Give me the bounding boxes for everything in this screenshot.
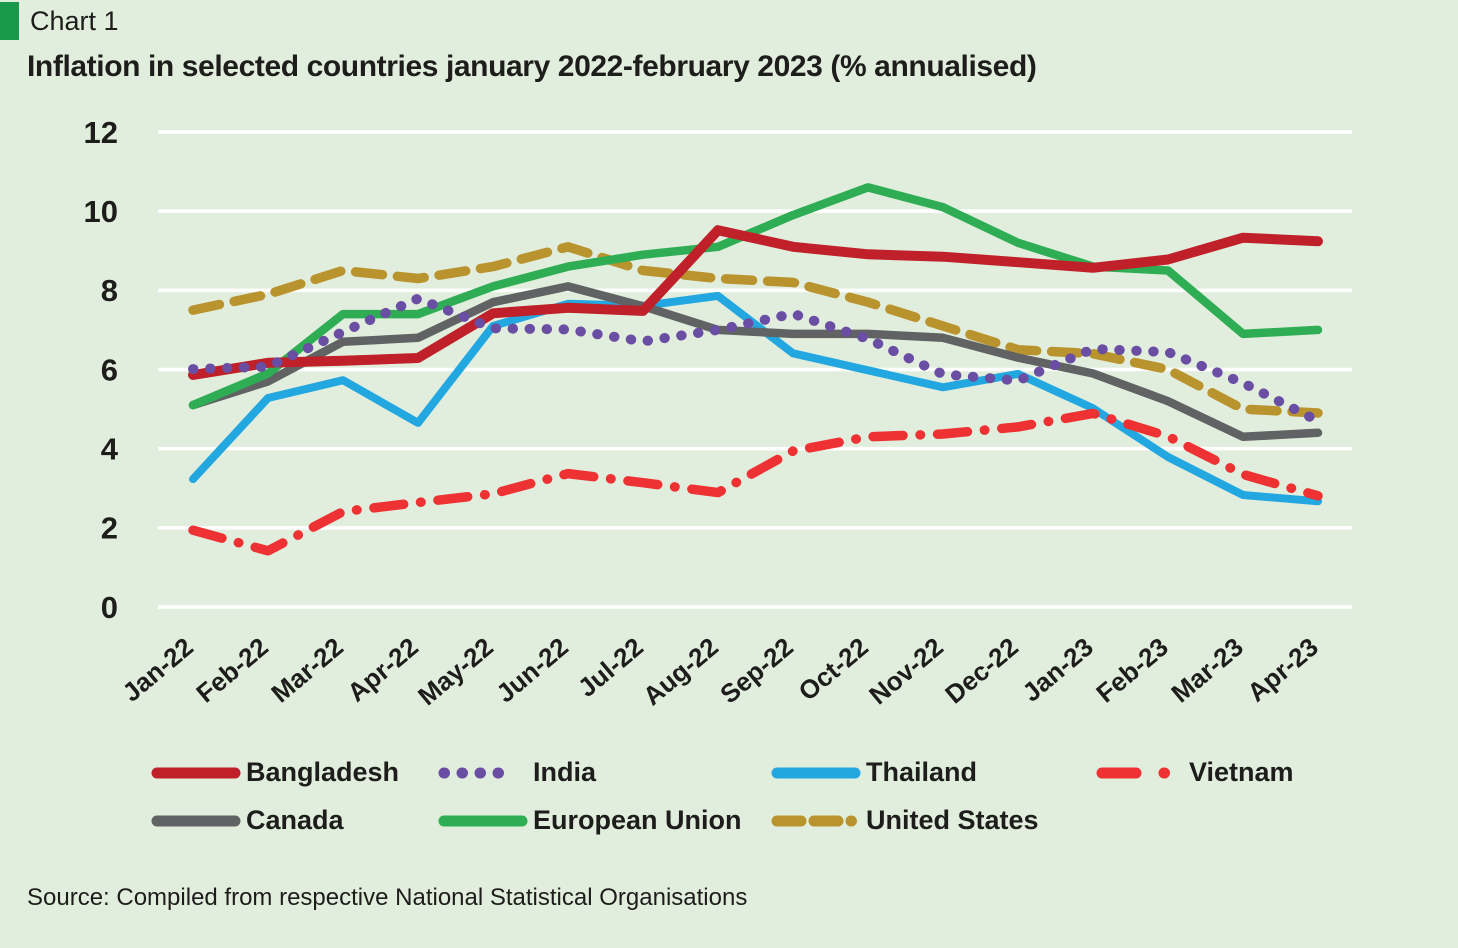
y-tick-label-4: 4 — [101, 432, 119, 467]
legend-swatch-india — [438, 767, 522, 778]
series-line-thailand — [189, 291, 1322, 506]
legend-item-european-union: European Union — [437, 805, 742, 836]
series-line-united-states — [188, 242, 1323, 418]
series-line-bangladesh — [188, 225, 1323, 380]
x-tick-label-Feb-22: Feb-22 — [190, 632, 273, 709]
legend-label-india: India — [533, 757, 597, 787]
source-note: Source: Compiled from respective Nationa… — [27, 884, 748, 911]
series-line-vietnam — [188, 408, 1323, 556]
legend-item-india: India — [437, 757, 596, 788]
legend-item-bangladesh: Bangladesh — [150, 757, 399, 788]
y-tick-label-10: 10 — [84, 194, 118, 229]
y-tick-label-6: 6 — [101, 352, 118, 387]
legend-item-thailand: Thailand — [770, 757, 977, 788]
legend-item-vietnam: Vietnam — [1093, 757, 1294, 788]
legend-swatch-bangladesh — [151, 767, 241, 778]
legend-label-bangladesh: Bangladesh — [246, 757, 400, 787]
legend-swatch-canada — [151, 815, 241, 826]
x-tick-label-Oct-22: Oct-22 — [793, 632, 874, 707]
chart-tag: Chart 1 — [0, 0, 119, 42]
x-tick-label-Jan-23: Jan-23 — [1016, 632, 1098, 708]
x-tick-label-Jun-22: Jun-22 — [490, 632, 573, 709]
x-tick-label-Apr-22: Apr-22 — [341, 632, 423, 708]
chart-title: Inflation in selected countries january … — [27, 50, 1037, 83]
x-tick-label-Mar-22: Mar-22 — [265, 632, 348, 709]
legend-label-european-union: European Union — [533, 805, 742, 835]
legend-label-vietnam: Vietnam — [1189, 757, 1294, 787]
series-line-canada — [188, 282, 1323, 442]
x-tick-label-Aug-22: Aug-22 — [637, 632, 724, 712]
x-tick-label-Feb-23: Feb-23 — [1090, 632, 1173, 709]
y-tick-label-2: 2 — [101, 511, 118, 546]
x-tick-label-Dec-22: Dec-22 — [939, 632, 1024, 710]
x-tick-label-Sep-22: Sep-22 — [714, 632, 799, 710]
x-tick-label-Apr-23: Apr-23 — [1241, 632, 1323, 708]
legend-swatch-thailand — [771, 767, 861, 778]
chart-tag-label: Chart 1 — [30, 5, 119, 36]
legend-label-thailand: Thailand — [866, 757, 978, 787]
legend-swatch-vietnam — [1096, 767, 1184, 778]
y-tick-label-8: 8 — [101, 273, 118, 308]
y-tick-label-12: 12 — [84, 115, 118, 150]
legend-swatch-european-union — [438, 815, 528, 826]
legend-item-canada: Canada — [150, 805, 344, 836]
series-line-european-union — [188, 183, 1323, 410]
x-tick-label-Nov-22: Nov-22 — [863, 632, 949, 711]
legend-swatch-united-states — [771, 815, 861, 826]
legend-label-united-states: United States — [866, 805, 1039, 835]
chart-tag-square — [0, 2, 19, 40]
legend-item-united-states: United States — [770, 805, 1039, 836]
x-tick-label-May-22: May-22 — [412, 632, 499, 712]
legend-label-canada: Canada — [246, 805, 344, 835]
y-tick-label-0: 0 — [101, 590, 118, 625]
x-tick-label-Mar-23: Mar-23 — [1165, 632, 1248, 709]
x-tick-label-Jul-22: Jul-22 — [572, 632, 649, 703]
x-tick-label-Jan-22: Jan-22 — [116, 632, 198, 708]
